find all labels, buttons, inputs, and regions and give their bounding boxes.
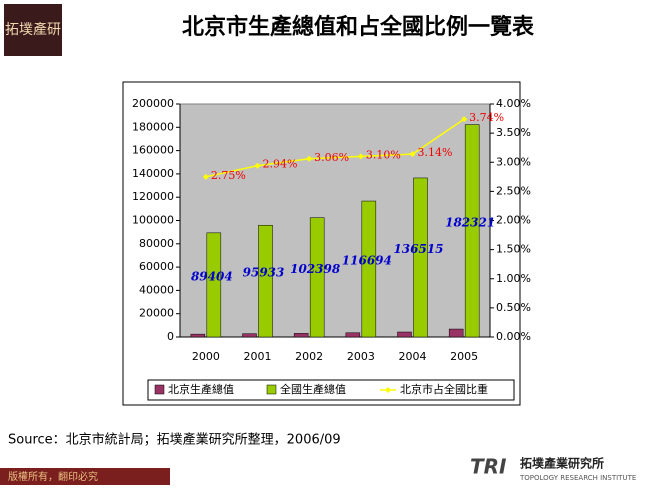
bar	[345, 332, 361, 338]
value-label: 136515	[393, 242, 443, 256]
legend-box	[147, 379, 515, 401]
line-marker	[306, 155, 313, 162]
legend-swatch	[266, 384, 277, 395]
plot-area	[179, 103, 491, 338]
bar	[206, 232, 222, 338]
institute: 拓墣產業研究所	[520, 456, 604, 471]
logo-box	[4, 4, 62, 56]
line-series	[205, 118, 465, 178]
bar	[448, 328, 464, 338]
source: Source：北京市統計局；拓墣產業研究所整理，2006/09	[8, 432, 341, 448]
y2-tick-label: 1.50%	[496, 243, 531, 256]
y-tick-label: 120000	[132, 190, 174, 203]
slide-title: 北京市生產總值和占全國比例一覽表	[182, 14, 535, 40]
y-tick-label: 200000	[132, 97, 174, 110]
bar	[293, 333, 309, 338]
value-label: 3.14%	[418, 146, 453, 159]
value-label: 95933	[243, 266, 285, 280]
x-tick-label: 2002	[295, 350, 323, 363]
footer-bar	[0, 468, 170, 485]
y-tick-label: 60000	[139, 260, 174, 273]
y2-tick-label: 0.00%	[496, 330, 531, 343]
copyright: 版權所有，翻印必究	[8, 470, 98, 483]
line-marker	[461, 116, 468, 123]
institute-en: TOPOLOGY RESEARCH INSTITUTE	[519, 474, 636, 482]
x-tick-label: 2003	[347, 350, 375, 363]
bar	[397, 331, 412, 338]
value-label: 102398	[290, 262, 341, 276]
x-tick-label: 2004	[399, 350, 427, 363]
line-marker	[409, 151, 416, 158]
value-label: 182321	[445, 215, 495, 229]
y-tick-label: 140000	[132, 167, 174, 180]
logo: 拓墣產研	[5, 21, 61, 38]
y2-tick-label: 2.00%	[496, 214, 531, 227]
y2-tick-label: 3.00%	[496, 155, 531, 168]
bar	[190, 333, 206, 338]
value-label: 2.75%	[211, 169, 246, 182]
x-tick-label: 2005	[450, 350, 478, 363]
bar	[242, 333, 257, 338]
legend-marker	[385, 387, 391, 393]
value-label: 3.06%	[314, 151, 349, 164]
value-label: 89404	[191, 269, 233, 283]
brand: TRI	[470, 455, 507, 479]
legend-label: 北京生產總值	[168, 382, 234, 396]
line-marker	[202, 173, 209, 180]
value-label: 116694	[342, 254, 392, 268]
value-label: 3.10%	[366, 148, 401, 161]
bar	[309, 217, 325, 338]
y2-tick-label: 1.00%	[496, 272, 531, 285]
y-tick-label: 180000	[132, 120, 174, 133]
x-tick-label: 2000	[192, 350, 220, 363]
y2-tick-label: 3.50%	[496, 126, 531, 139]
legend-label: 北京市占全國比重	[400, 382, 488, 396]
y-tick-label: 80000	[139, 237, 174, 250]
chart: 0 20000 40000 60000 80000 100000 120000 140000 1…	[132, 97, 531, 401]
y-tick-label: 0	[167, 330, 174, 343]
bar	[464, 124, 480, 338]
bar	[413, 177, 428, 338]
y-tick-label: 40000	[139, 283, 174, 296]
y-tick-label: 20000	[139, 307, 174, 320]
x-tick-label: 2001	[244, 350, 272, 363]
value-label: 2.94%	[263, 158, 298, 171]
y2-tick-label: 4.00%	[496, 97, 531, 110]
legend-label: 全國生產總值	[280, 382, 346, 396]
y2-tick-label: 2.50%	[496, 184, 531, 197]
y-tick-label: 160000	[132, 144, 174, 157]
bar	[258, 224, 273, 338]
y-tick-label: 100000	[132, 214, 174, 227]
line-marker	[357, 153, 364, 160]
bar	[361, 200, 377, 338]
legend-swatch	[154, 384, 165, 395]
value-label: 3.74%	[469, 111, 504, 124]
line-marker	[254, 162, 261, 169]
y2-tick-label: 0.50%	[496, 301, 531, 314]
